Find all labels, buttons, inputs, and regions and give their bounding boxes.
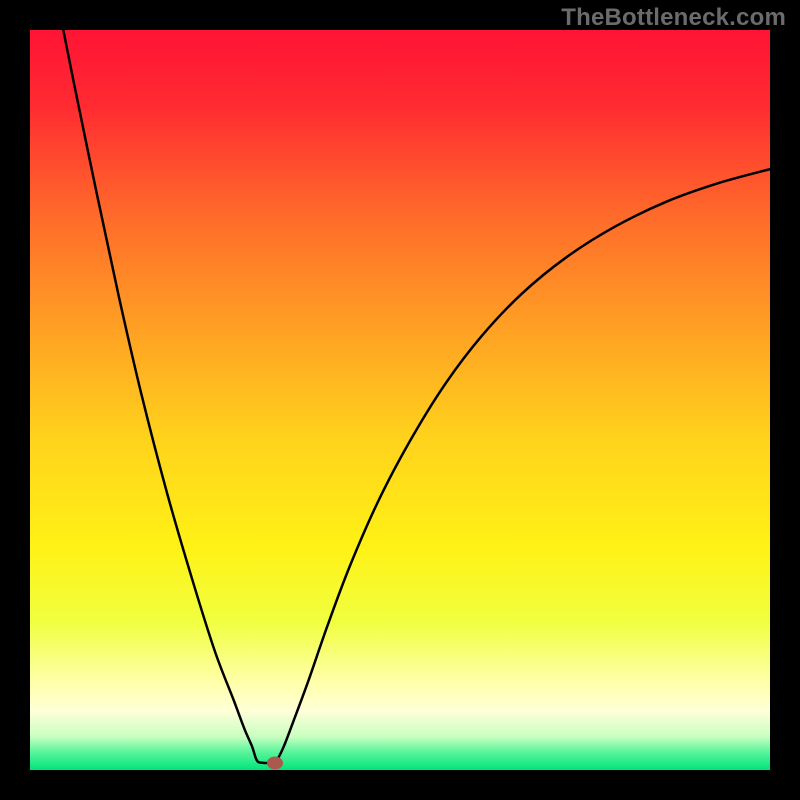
bottleneck-marker	[267, 756, 283, 769]
watermark: TheBottleneck.com	[561, 4, 786, 32]
chart-svg	[0, 0, 800, 800]
bottleneck-curve	[63, 30, 770, 763]
watermark-text: TheBottleneck.com	[561, 4, 786, 31]
